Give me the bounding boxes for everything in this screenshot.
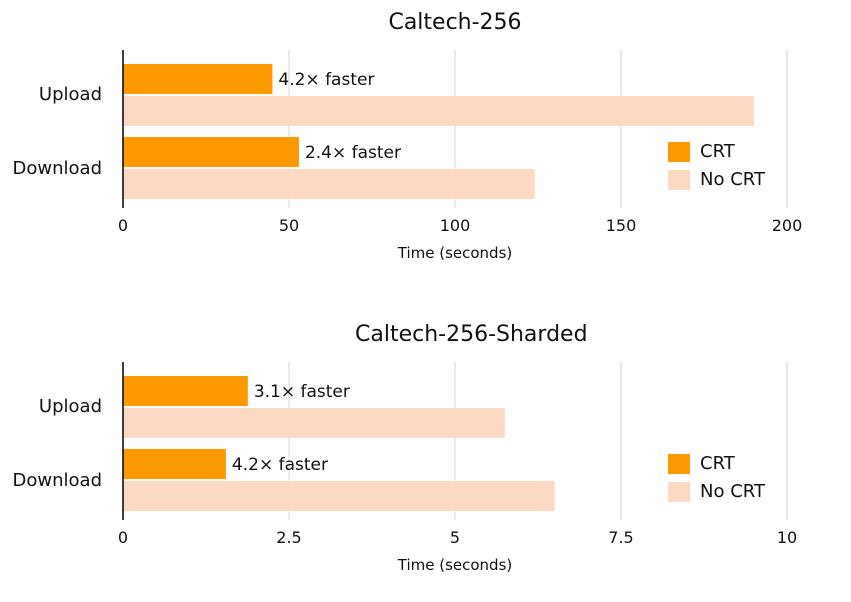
legend-label-no-crt: No CRT <box>700 169 765 190</box>
x-tick-label: 7.5 <box>608 528 633 547</box>
chart-caltech-256: 4.2× faster 2.4× faster 0 50 100 150 200 Calte… <box>0 0 851 290</box>
bar-crt-download <box>123 449 226 479</box>
legend-label-crt: CRT <box>700 141 735 162</box>
x-tick-label: 10 <box>777 528 797 547</box>
bar-no-crt-upload <box>123 96 754 126</box>
category-label-download: Download <box>12 158 102 179</box>
legend-swatch-no-crt <box>668 482 690 502</box>
legend-label-no-crt: No CRT <box>700 481 765 502</box>
bar-crt-upload <box>123 64 273 94</box>
legend-swatch-no-crt <box>668 170 690 190</box>
x-axis-label: Time (seconds) <box>397 244 513 262</box>
category-label-download: Download <box>12 470 102 491</box>
legend-swatch-crt <box>668 454 690 474</box>
bar-no-crt-download <box>123 481 555 511</box>
chart-canvas: 4.2× faster 2.4× faster 0 50 100 150 200 <box>118 50 803 235</box>
bar-no-crt-upload <box>123 408 505 438</box>
x-tick-label: 100 <box>440 216 471 235</box>
category-label-upload: Upload <box>38 396 102 417</box>
bar-annotation-upload: 3.1× faster <box>254 382 350 402</box>
chart-title: Caltech-256-Sharded <box>355 322 588 347</box>
x-axis-label: Time (seconds) <box>397 556 513 574</box>
bar-crt-upload <box>123 376 248 406</box>
legend-label-crt: CRT <box>700 453 735 474</box>
bar-annotation-download: 4.2× faster <box>232 455 328 475</box>
x-tick-label: 0 <box>118 216 128 235</box>
chart-canvas: 3.1× faster 4.2× faster 0 2.5 5 7.5 10 <box>118 362 797 547</box>
x-tick-label: 2.5 <box>276 528 301 547</box>
bar-crt-download <box>123 137 299 167</box>
bar-annotation-download: 2.4× faster <box>305 143 401 163</box>
x-tick-label: 50 <box>279 216 299 235</box>
x-tick-label: 150 <box>606 216 637 235</box>
category-label-upload: Upload <box>38 84 102 105</box>
chart-caltech-256-sharded: 3.1× faster 4.2× faster 0 2.5 5 7.5 10 Caltech… <box>0 312 851 602</box>
bar-annotation-upload: 4.2× faster <box>278 70 374 90</box>
x-tick-label: 5 <box>450 528 460 547</box>
x-tick-label: 0 <box>118 528 128 547</box>
chart-title: Caltech-256 <box>388 10 522 35</box>
bar-no-crt-download <box>123 169 535 199</box>
legend-swatch-crt <box>668 142 690 162</box>
x-tick-label: 200 <box>772 216 803 235</box>
